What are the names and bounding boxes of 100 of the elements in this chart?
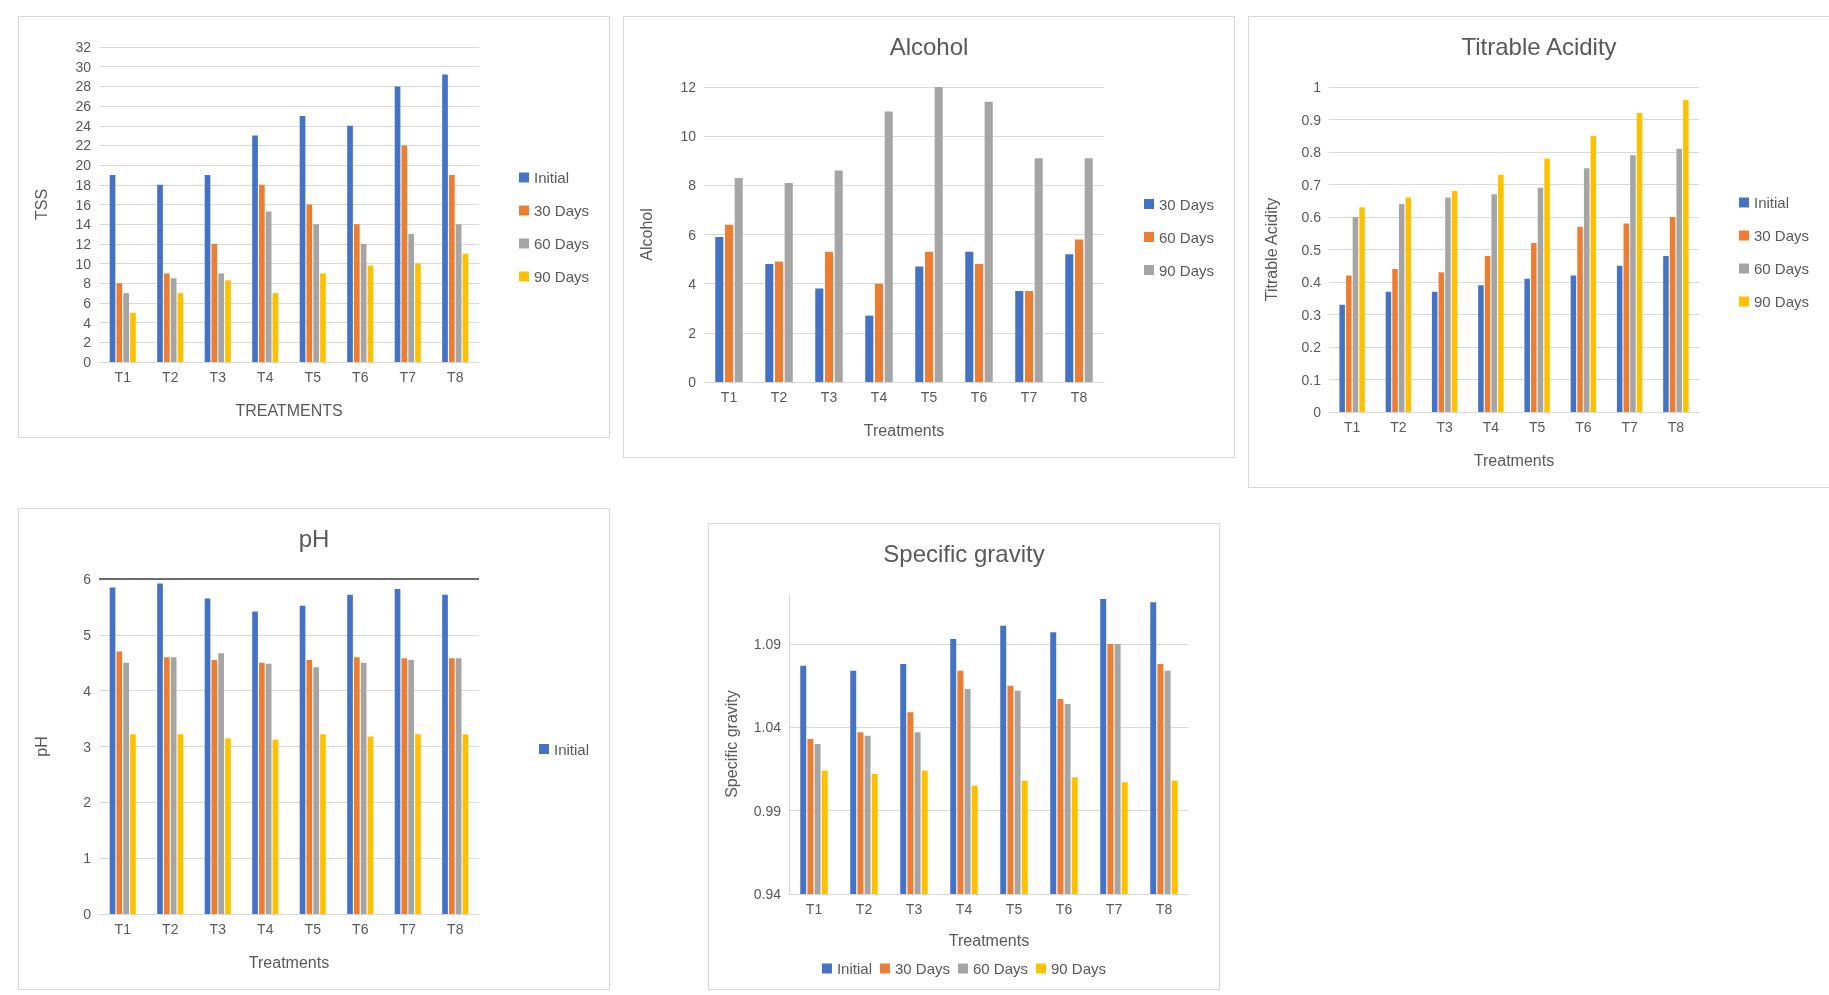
y-tick-label: 2 [688, 324, 697, 341]
x-axis-title: Treatments [863, 421, 945, 439]
legend-label: 90 Days [1051, 960, 1107, 977]
y-tick-label: 0.5 [1301, 241, 1322, 258]
x-tick-label: T3 [209, 369, 227, 385]
y-tick-label: 32 [75, 39, 92, 55]
x-tick-label: T4 [257, 921, 274, 937]
legend-label: 90 Days [1753, 293, 1809, 310]
x-axis-title: TREATMENTS [235, 401, 343, 419]
bar [734, 177, 743, 382]
bar [765, 264, 774, 382]
bar [1478, 285, 1484, 412]
x-tick-label: T2 [855, 901, 873, 917]
chart-title: pH [298, 524, 330, 552]
bar [965, 251, 974, 382]
bar [218, 653, 224, 914]
y-tick-label: 0.7 [1301, 176, 1322, 193]
bar [1339, 304, 1345, 412]
bar [884, 111, 893, 382]
y-tick-label: 0 [83, 354, 92, 370]
bar [225, 280, 231, 362]
x-tick-label: T6 [352, 921, 369, 937]
legend-label: Initial [836, 960, 872, 977]
bar [320, 273, 326, 362]
bar [1451, 191, 1458, 412]
x-tick-label: T8 [1155, 901, 1173, 917]
legend-label: 30 Days [1158, 195, 1214, 213]
bar [915, 266, 924, 382]
bar [123, 293, 129, 362]
y-tick-label: 12 [680, 79, 697, 95]
bar [1676, 148, 1682, 412]
x-axis-title: Treatments [1473, 451, 1555, 469]
bar [974, 264, 984, 382]
y-tick-label: 0.94 [753, 886, 782, 902]
y-tick-label: 26 [75, 98, 92, 115]
legend-label: Initial [553, 740, 590, 758]
bar [1537, 187, 1544, 412]
bar [347, 125, 353, 362]
bar [449, 174, 455, 362]
bar [1570, 275, 1577, 412]
y-tick-label: 28 [75, 78, 92, 95]
legend-label: Initial [533, 169, 569, 186]
bar [1590, 135, 1597, 412]
bar [1498, 174, 1504, 412]
x-tick-label: T1 [1343, 419, 1361, 435]
y-tick-label: 30 [75, 58, 92, 75]
x-tick-label: T7 [1105, 901, 1123, 917]
legend-label: 30 Days [894, 960, 950, 977]
bar [774, 261, 784, 382]
bar [1024, 291, 1034, 382]
x-tick-label: T4 [1482, 419, 1500, 435]
bar [1524, 278, 1530, 412]
y-tick-label: 4 [688, 275, 697, 292]
bar [130, 734, 136, 914]
x-tick-label: T5 [304, 369, 322, 385]
bar [130, 312, 136, 362]
bar [164, 273, 170, 362]
x-tick-label: T5 [920, 389, 938, 405]
x-tick-label: T7 [1621, 419, 1638, 435]
bar [1034, 158, 1043, 382]
bar [1531, 243, 1537, 412]
legend-label: 60 Days [973, 960, 1029, 977]
y-tick-label: 12 [75, 235, 92, 252]
bar [1084, 158, 1093, 382]
bar [157, 184, 163, 362]
bar [1445, 197, 1451, 412]
bar [320, 734, 326, 914]
bar [408, 659, 414, 914]
x-tick-label: T8 [447, 369, 464, 385]
y-tick-label: 10 [75, 255, 92, 272]
y-axis-title: Specific gravity [722, 690, 740, 798]
x-axis-title: Treatments [248, 953, 330, 971]
bar [1431, 291, 1438, 412]
y-tick-label: 4 [83, 314, 92, 331]
y-tick-label: 0.8 [1301, 144, 1322, 160]
y-tick-label: 0.3 [1301, 306, 1322, 323]
bar [347, 594, 353, 914]
x-tick-label: T3 [1436, 419, 1453, 435]
bar [1065, 254, 1074, 382]
y-tick-label: 0 [83, 906, 92, 922]
x-tick-label: T7 [399, 921, 417, 937]
bar [1623, 223, 1630, 412]
bar [1385, 291, 1392, 412]
bar [1074, 239, 1084, 382]
y-tick-label: 10 [680, 128, 697, 145]
bar [1663, 256, 1669, 412]
bar [218, 273, 224, 362]
x-tick-label: T2 [770, 389, 788, 405]
bar [1577, 226, 1583, 412]
bar [415, 734, 421, 914]
x-tick-label: T2 [162, 369, 179, 385]
bar [1491, 194, 1497, 412]
bar [865, 315, 874, 382]
bar [1636, 113, 1643, 412]
bar [1359, 207, 1365, 412]
bar [442, 74, 448, 362]
x-tick-label: T1 [720, 389, 738, 405]
bar [715, 236, 724, 382]
bar [1669, 217, 1676, 412]
y-tick-label: 2 [83, 794, 92, 811]
